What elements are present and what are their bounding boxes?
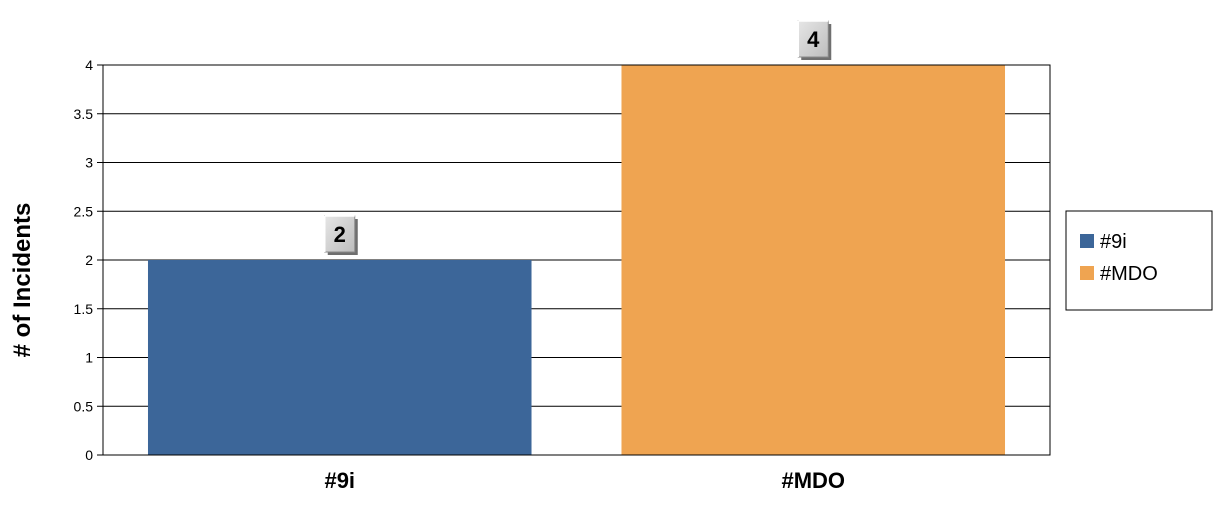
legend-label: #9i: [1100, 231, 1127, 253]
y-tick-label: 0: [85, 447, 93, 463]
data-label-text: 2: [334, 222, 346, 247]
y-tick-label: 4: [85, 57, 93, 73]
data-label-text: 4: [807, 27, 820, 52]
y-tick-label: 2: [85, 252, 93, 268]
legend-label: #MDO: [1100, 263, 1158, 285]
bar-0: [147, 260, 532, 455]
y-axis-title: # of Incidents: [9, 203, 36, 358]
y-tick-label: 1: [85, 350, 93, 366]
y-tick-label: 0.5: [74, 398, 94, 414]
x-tick-label: #MDO: [781, 468, 845, 493]
legend: #9i #MDO: [1065, 210, 1213, 311]
data-label: 2: [324, 215, 358, 255]
y-tick-label: 2.5: [74, 203, 94, 219]
y-tick-label: 3: [85, 155, 93, 171]
y-tick-label: 3.5: [74, 106, 94, 122]
x-tick-label: #9i: [324, 468, 355, 493]
data-label: 4: [797, 20, 832, 60]
legend-swatch: [1080, 266, 1094, 280]
bar-1: [621, 65, 1006, 455]
legend-swatch: [1080, 234, 1094, 248]
legend-box: [1065, 210, 1213, 311]
y-tick-label: 1.5: [74, 301, 94, 317]
